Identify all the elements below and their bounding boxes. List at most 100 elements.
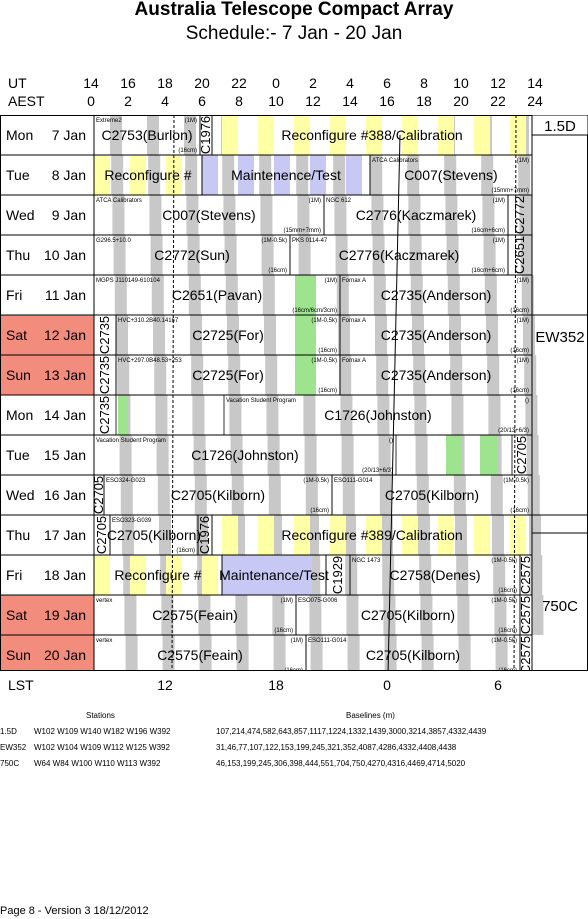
- date-label: 13 Jan: [44, 367, 86, 383]
- block-array-note: (1M-0.5k): [491, 558, 517, 564]
- tick-label: 10: [453, 75, 469, 91]
- tick-label: 8: [420, 75, 428, 91]
- lst-strip: [231, 475, 244, 515]
- date-label: 17 Jan: [44, 527, 86, 543]
- block-label: C2735: [97, 356, 112, 394]
- lst-strip: [339, 355, 352, 395]
- lst-strip: [486, 315, 498, 355]
- lst-zero-line: [387, 134, 401, 671]
- lst-strip: [481, 155, 494, 195]
- day-cell: [0, 195, 94, 235]
- page-subtitle: Schedule:- 7 Jan - 20 Jan: [185, 23, 403, 44]
- block-band-note: (16cm): [498, 588, 517, 594]
- config-baselines: 31,46,77,107,122,153,199,245,321,352,408…: [216, 743, 457, 752]
- lst-strip: [184, 115, 196, 155]
- band: [130, 555, 146, 595]
- lst-strip: [261, 235, 274, 275]
- lst-strip: [228, 355, 241, 395]
- block-label: C2776(Kaczmarek): [339, 247, 460, 263]
- block-label: C007(Stevens): [404, 167, 497, 183]
- block-band-note: (16cm): [274, 628, 293, 634]
- lst-strip: [236, 635, 249, 671]
- block-label: C2705(Kilborn): [385, 487, 479, 503]
- lst-strip: [154, 355, 167, 395]
- band: [94, 555, 110, 595]
- lst-strip: [153, 315, 165, 355]
- dashed-line: [513, 115, 517, 671]
- config-stations: W102 W104 W109 W112 W125 W392: [34, 743, 170, 752]
- band: [402, 515, 418, 555]
- lst-strip: [117, 355, 130, 395]
- date-label: 9 Jan: [52, 207, 86, 223]
- page-title: Australia Telescope Compact Array: [134, 0, 454, 20]
- lst-strip: [310, 635, 323, 671]
- block-array-note: (1M): [517, 358, 529, 364]
- lst-strip: [457, 595, 470, 635]
- block-label: Reconfigure #388/Calibration: [281, 127, 462, 143]
- day-cell: [0, 555, 94, 595]
- block-array-note: (1M): [517, 278, 529, 284]
- lst-strip: [334, 195, 347, 235]
- lst-strip: [111, 155, 124, 195]
- date-label: 7 Jan: [52, 127, 86, 143]
- lst-strip: [447, 275, 460, 315]
- block-label: C2651(Pavan): [172, 287, 262, 303]
- block-array-note: (1M-0.5k): [503, 478, 529, 484]
- lst-strip: [376, 355, 389, 395]
- block-source: Extreme2: [96, 118, 122, 124]
- config-label: 750C: [542, 598, 578, 615]
- lst-strip: [451, 395, 464, 435]
- lst-strip: [373, 275, 386, 315]
- weekday-label: Sun: [6, 647, 31, 663]
- block-label: C2575: [518, 596, 533, 634]
- block-array-note: (1M-0.5k): [311, 318, 337, 324]
- lst-strip: [382, 555, 395, 595]
- block-band-note: (16cm): [510, 508, 529, 514]
- lst-strip: [116, 315, 128, 355]
- block-label: C2575(Feain): [152, 607, 238, 623]
- lst-strip: [225, 275, 238, 315]
- band: [402, 115, 418, 155]
- band: [166, 155, 182, 195]
- lst-strip: [372, 235, 385, 275]
- block-array-note: (1M): [517, 318, 529, 324]
- tick-label: 6: [494, 677, 502, 693]
- lst-strip: [407, 155, 420, 195]
- lst-strip: [408, 195, 421, 235]
- date-label: 12 Jan: [44, 327, 86, 343]
- green-band: [295, 315, 316, 355]
- lst-strip: [482, 195, 495, 235]
- block-band-note: (16cm+6cm): [471, 228, 505, 234]
- block-label: Reconfigure #389/Calibration: [281, 527, 462, 543]
- date-label: 19 Jan: [44, 607, 86, 623]
- lst-strip: [193, 435, 206, 475]
- block-band-note: (16cm): [510, 348, 529, 354]
- date-label: 20 Jan: [44, 647, 86, 663]
- lst-strip: [526, 435, 539, 475]
- lst-strip: [421, 635, 434, 671]
- block-source: vertex: [96, 638, 112, 644]
- lst-strip: [186, 195, 199, 235]
- block-array-note: (1M): [309, 198, 321, 204]
- date-label: 18 Jan: [44, 567, 86, 583]
- lst-strip: [530, 555, 543, 595]
- tick-label: 2: [309, 75, 317, 91]
- block-source: Vacation Student Program: [96, 438, 166, 444]
- lst-strip: [187, 235, 200, 275]
- block-label: C2575: [518, 636, 533, 671]
- lst-strip: [120, 475, 133, 515]
- lst-strip: [155, 395, 168, 435]
- lst-strip: [378, 435, 391, 475]
- lst-strip: [185, 155, 198, 195]
- tick-label: 18: [157, 75, 173, 91]
- block-source: ESO323-G039: [112, 518, 152, 524]
- lst-strip: [519, 195, 532, 235]
- lst-strip: [124, 595, 137, 635]
- block-label: C2705(Kilborn): [107, 527, 201, 543]
- green-band: [295, 275, 316, 315]
- lst-strip: [446, 235, 459, 275]
- day-cell: [0, 355, 94, 395]
- lst-strip: [190, 315, 202, 355]
- lst-strip: [309, 595, 322, 635]
- day-cell: [0, 635, 94, 671]
